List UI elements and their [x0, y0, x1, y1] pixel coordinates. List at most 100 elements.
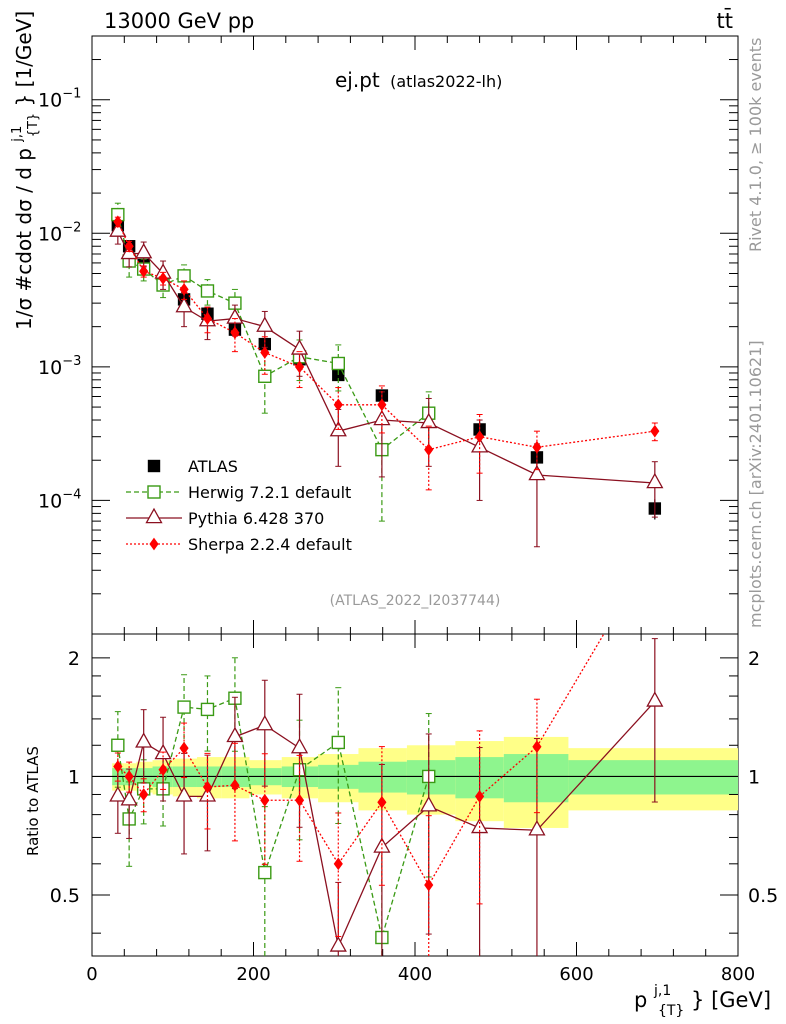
data-point — [158, 271, 168, 285]
ratio-point — [475, 790, 485, 803]
x-tick-label: 400 — [398, 964, 432, 985]
ratio-point — [111, 738, 125, 752]
data-point — [124, 239, 134, 253]
data-point — [139, 264, 149, 278]
data-point — [256, 316, 274, 332]
data-point — [294, 360, 305, 374]
ratio-series-sherpa — [113, 634, 605, 956]
ratio-point — [333, 857, 343, 871]
mcplots-label: mcplots.cern.ch [arXiv:2401.10621] — [746, 340, 765, 628]
ratio-point — [135, 732, 153, 748]
ratio-point — [198, 786, 217, 802]
y-main-tick-label: 10−1 — [38, 87, 81, 112]
ratio-point — [377, 795, 387, 809]
y-axis-ratio-label: Ratio to ATLAS — [24, 746, 42, 856]
x-axis-label-text: p — [634, 988, 647, 1012]
legend-marker — [149, 537, 159, 551]
x-tick-label: 600 — [559, 964, 593, 985]
data-point — [175, 296, 193, 313]
ratio-point — [260, 793, 270, 807]
series-line — [117, 221, 655, 451]
data-point — [646, 472, 664, 489]
y-ratio-tick-label-right: 0.5 — [748, 885, 778, 907]
ratio-point — [226, 726, 244, 743]
ratio-point — [646, 691, 664, 707]
data-point — [135, 242, 153, 259]
data-point — [528, 464, 546, 481]
x-axis-label: p j,1 {T} } [GeV] — [634, 976, 771, 1020]
data-point — [377, 398, 387, 412]
analysis-label: (ATLAS_2022_I2037744) — [330, 593, 501, 609]
main-series — [109, 202, 664, 548]
x-tick-label: 800 — [721, 964, 755, 985]
y-axis-main-label-unit: } [1/GeV] — [12, 11, 36, 107]
series-line — [117, 214, 430, 451]
svg-text:1/σ #cdot dσ / d p j,1: 1/σ #cdot dσ / d p j,1 {T} } [1/GeV] — [2, 11, 42, 330]
data-point — [420, 412, 438, 429]
data-point — [373, 409, 391, 426]
y-main-tick-label: 10−4 — [38, 487, 81, 512]
legend-label: Herwig 7.2.1 default — [188, 483, 351, 502]
series-herwig — [111, 202, 436, 522]
x-axis-label-unit: } [GeV] — [691, 988, 771, 1012]
ratio-point — [230, 778, 240, 792]
ratio-point — [158, 763, 168, 777]
y-axis-main-label-text: 1/σ #cdot dσ / d p — [12, 148, 36, 330]
y-ratio-tick-label-right: 2 — [748, 648, 760, 670]
ratio-line — [117, 697, 430, 938]
header-right: tt̄ — [717, 8, 733, 33]
data-point — [260, 346, 270, 359]
ratio-point — [139, 788, 149, 801]
ratio-line — [117, 634, 605, 887]
y-ratio-tick-label: 2 — [68, 648, 80, 670]
ratio-point — [256, 714, 274, 731]
plot-title-main: ej.pt — [335, 68, 380, 92]
legend-marker — [145, 507, 163, 524]
ratio-uncertainty-bands — [92, 736, 738, 828]
y-ratio-tick-label-right: 1 — [748, 766, 760, 788]
legend: ATLAS Herwig 7.2.1 default Pythia 6.428 37… — [126, 457, 352, 554]
data-point — [331, 356, 345, 371]
ratio-series — [109, 634, 664, 956]
band-inner — [568, 760, 738, 795]
ratio-point — [329, 936, 347, 952]
data-point — [179, 283, 189, 296]
ratio-point — [109, 786, 127, 802]
y-axis-main-label: 1/σ #cdot dσ / d p j,1 {T} } [1/GeV] — [2, 11, 42, 330]
data-point — [230, 326, 240, 340]
ratio-point — [420, 796, 438, 812]
series-sherpa — [113, 215, 660, 491]
data-point — [113, 215, 123, 229]
legend-marker — [147, 459, 161, 473]
y-axis-main-label-sub: {T} — [26, 113, 41, 137]
legend-marker — [147, 485, 161, 499]
axis-ticks: 0 200 400 600 800 10−1 10−2 10−3 10−4 2 2 1 1 0.5 0.5 — [38, 36, 778, 985]
data-point — [258, 369, 272, 383]
legend-label: Pythia 6.428 370 — [188, 509, 324, 528]
x-axis-label-sub: {T} — [658, 1003, 684, 1019]
legend-label: ATLAS — [188, 457, 238, 476]
plot-title-sub: (atlas2022-lh) — [390, 72, 502, 91]
data-point — [532, 440, 542, 454]
y-ratio-tick-label: 1 — [68, 766, 80, 788]
ratio-point — [200, 702, 215, 717]
y-main-tick-label: 10−2 — [38, 220, 81, 245]
y-ratio-tick-label: 0.5 — [50, 885, 80, 907]
ratio-point — [532, 740, 542, 754]
ratio-point — [470, 817, 489, 834]
ratio-point — [120, 790, 138, 806]
y-main-tick-label: 10−3 — [38, 354, 81, 379]
series-pythia — [109, 220, 664, 548]
legend-label: Sherpa 2.2.4 default — [188, 535, 352, 554]
data-point — [475, 430, 485, 444]
ratio-point — [258, 865, 272, 880]
data-point — [202, 312, 213, 325]
data-point — [333, 398, 343, 412]
ratio-point — [177, 700, 191, 714]
ratio-point — [175, 786, 193, 802]
ratio-point — [202, 780, 213, 794]
y-axis-main-label-sup: j,1 — [10, 126, 25, 143]
ratio-line — [117, 701, 656, 949]
x-tick-label: 0 — [86, 964, 97, 985]
